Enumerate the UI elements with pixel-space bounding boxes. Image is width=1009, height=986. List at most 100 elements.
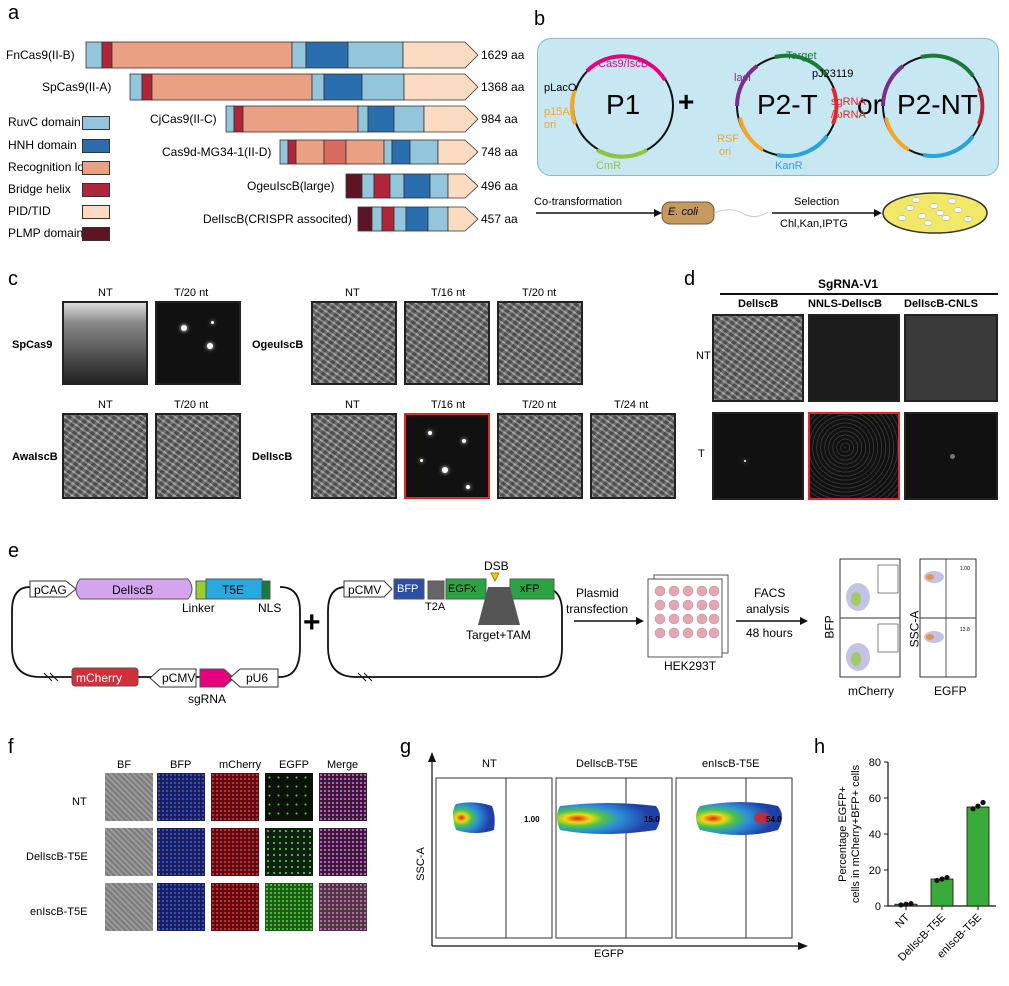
fluorescence-image xyxy=(156,827,206,877)
col-t20: T/20 nt xyxy=(174,399,208,411)
data-point xyxy=(908,901,913,906)
laci-label: lacI xyxy=(734,72,751,84)
microscopy-image xyxy=(155,301,241,385)
protein-length: 457 aa xyxy=(481,212,518,226)
antibiotics-label: Chl,Kan,IPTG xyxy=(780,218,848,230)
fluorescence-image xyxy=(264,827,314,877)
panel-b-label: b xyxy=(534,8,545,31)
bar-chart: 020406080NTDelIscB-T5EenIscB-T5EPercenta… xyxy=(830,750,1005,982)
microscopy-image xyxy=(404,301,490,385)
fluorescence-image xyxy=(318,827,368,877)
panel-a-label: a xyxy=(8,2,19,25)
y-tick-label: 40 xyxy=(869,829,881,841)
p2t-label: P2-T xyxy=(757,89,818,121)
spcas9-bar xyxy=(130,74,478,100)
protein-name: CjCas9(II-C) xyxy=(150,112,217,126)
microscopy-image-highlighted xyxy=(808,412,900,500)
analysis-label: analysis xyxy=(746,602,789,616)
fluorescence-image xyxy=(210,772,260,822)
panel-f-label: f xyxy=(8,736,14,759)
panel-c-label: c xyxy=(8,268,18,291)
pcmv2-label: pCMV xyxy=(348,583,381,597)
sgrna-label: sgRNA xyxy=(188,692,226,706)
col-nt: NT xyxy=(345,287,360,299)
egfx-label: EGFx xyxy=(448,583,476,595)
cmr-label: CmR xyxy=(596,160,621,172)
col-deliscb: DelIscB xyxy=(738,298,778,310)
data-point xyxy=(934,878,939,883)
col-nnls-deliscb: NNLS-DelIscB xyxy=(808,298,882,310)
y-tick-label: 60 xyxy=(869,793,881,805)
header-rule xyxy=(720,293,998,295)
col-mcherry: mCherry xyxy=(219,759,261,771)
data-point xyxy=(970,806,975,811)
plus-sign: + xyxy=(678,86,694,118)
pu6-label: pU6 xyxy=(246,671,268,685)
data-point xyxy=(975,804,980,809)
row-spcas9: SpCas9 xyxy=(12,339,52,351)
microscopy-image xyxy=(808,314,900,402)
col-t24: T/24 nt xyxy=(614,399,648,411)
protein-length: 984 aa xyxy=(481,112,518,126)
microscopy-image xyxy=(904,412,998,500)
protein-name: OgeuIscB(large) xyxy=(247,179,334,193)
legend-swatch xyxy=(82,139,110,153)
target-label: Target xyxy=(786,50,817,62)
t5e-label: T5E xyxy=(222,583,244,597)
pj-label: pJ23119 xyxy=(812,68,853,80)
fluorescence-image xyxy=(264,882,314,932)
egfp-axis-label: EGFP xyxy=(594,948,624,960)
plasmid-label: Plasmid xyxy=(576,586,619,600)
row-awaiscb: AwaIscB xyxy=(12,451,58,463)
facs-density-plots xyxy=(412,748,812,968)
egfp-axis-label: EGFP xyxy=(934,684,967,698)
deliscb-bar xyxy=(358,207,478,231)
panel-g-label: g xyxy=(400,736,411,759)
panel-d-label: d xyxy=(684,268,695,291)
bfp-label: BFP xyxy=(397,583,418,595)
rsf-label: RSF xyxy=(717,133,739,145)
microscopy-image xyxy=(311,413,397,499)
ecoli-label: E. coli xyxy=(668,206,698,218)
gate-value: 13.8 xyxy=(960,627,970,633)
legend-label: PID/TID xyxy=(8,204,51,218)
fluorescence-image xyxy=(156,882,206,932)
microscopy-image xyxy=(904,314,998,402)
fluorescence-image xyxy=(104,882,154,932)
legend-swatch xyxy=(82,161,110,175)
row-t: T xyxy=(698,448,705,460)
microscopy-image xyxy=(62,301,148,385)
bfp-axis-label: BFP xyxy=(823,615,837,638)
pcmv-label: pCMV xyxy=(162,671,195,685)
data-point xyxy=(944,875,949,880)
cas9d-bar xyxy=(280,140,478,164)
cjcas9-bar xyxy=(226,106,478,132)
gate-percentage: 54.0 xyxy=(766,815,782,824)
dsb-label: DSB xyxy=(484,559,509,573)
ssca-axis-label: SSC-A xyxy=(907,611,921,648)
plus-sign: + xyxy=(303,606,321,640)
linker-label: Linker xyxy=(182,601,215,615)
fluorescence-image xyxy=(210,827,260,877)
microscopy-image xyxy=(712,412,804,500)
protein-name: FnCas9(II-B) xyxy=(6,48,75,62)
legend-swatch xyxy=(82,183,110,197)
ori2-label: ori xyxy=(719,146,731,158)
gate-percentage: 15.0 xyxy=(644,815,660,824)
plot-title: DelIscB-T5E xyxy=(576,758,638,770)
bar xyxy=(931,879,953,906)
protein-length: 1368 aa xyxy=(481,80,524,94)
pcag-label: pCAG xyxy=(34,583,67,597)
data-point xyxy=(939,876,944,881)
gate-percentage: 1.00 xyxy=(524,815,540,824)
data-point xyxy=(898,902,903,907)
cas9-label: Cas9/IscB xyxy=(598,58,648,70)
fncas9-bar xyxy=(86,42,478,68)
selection-label: Selection xyxy=(794,196,839,208)
row-nt: NT xyxy=(696,350,711,362)
legend-label: HNH domain xyxy=(8,138,77,152)
microscopy-image xyxy=(590,413,676,499)
col-nt: NT xyxy=(345,399,360,411)
facs-label: FACS xyxy=(754,586,785,600)
col-t20: T/20 nt xyxy=(174,287,208,299)
